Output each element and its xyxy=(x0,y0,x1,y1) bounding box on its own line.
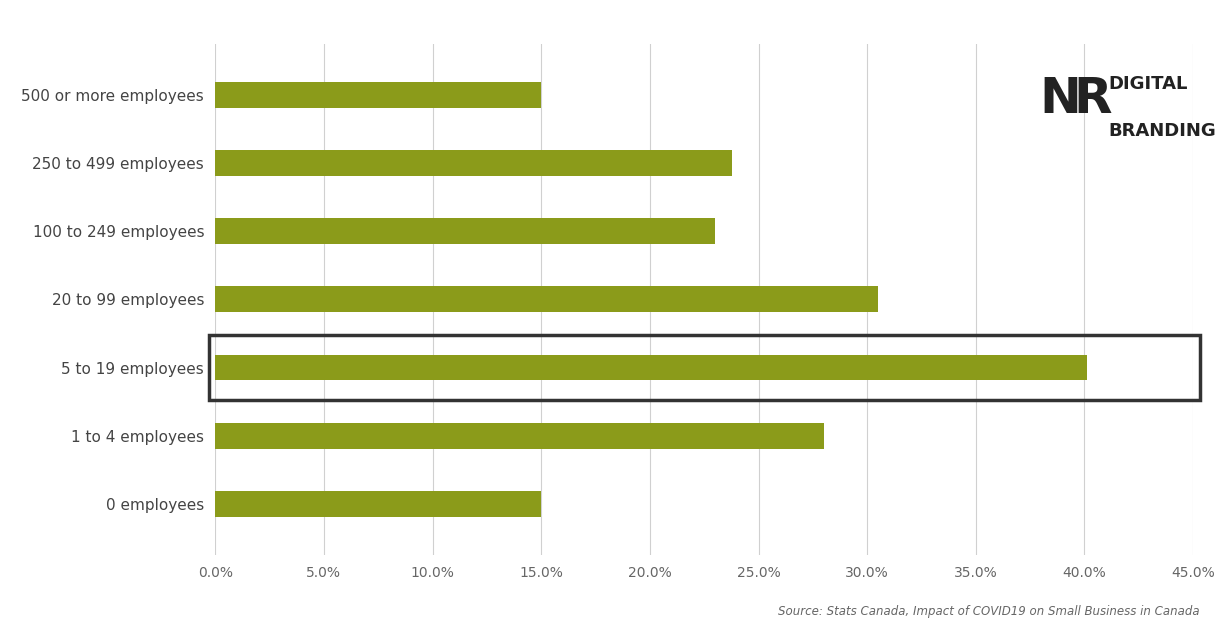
Text: Source: Stats Canada, Impact of COVID19 on Small Business in Canada: Source: Stats Canada, Impact of COVID19 … xyxy=(777,604,1199,618)
Bar xyxy=(215,82,541,108)
Text: R: R xyxy=(1074,75,1112,124)
Bar xyxy=(215,355,1086,381)
Text: N: N xyxy=(1039,75,1081,124)
Text: BRANDING: BRANDING xyxy=(1108,122,1216,140)
Bar xyxy=(215,287,878,312)
Bar xyxy=(215,218,715,244)
Text: DIGITAL: DIGITAL xyxy=(1108,75,1188,93)
Bar xyxy=(215,150,732,176)
Bar xyxy=(215,491,541,517)
Bar xyxy=(215,423,824,448)
